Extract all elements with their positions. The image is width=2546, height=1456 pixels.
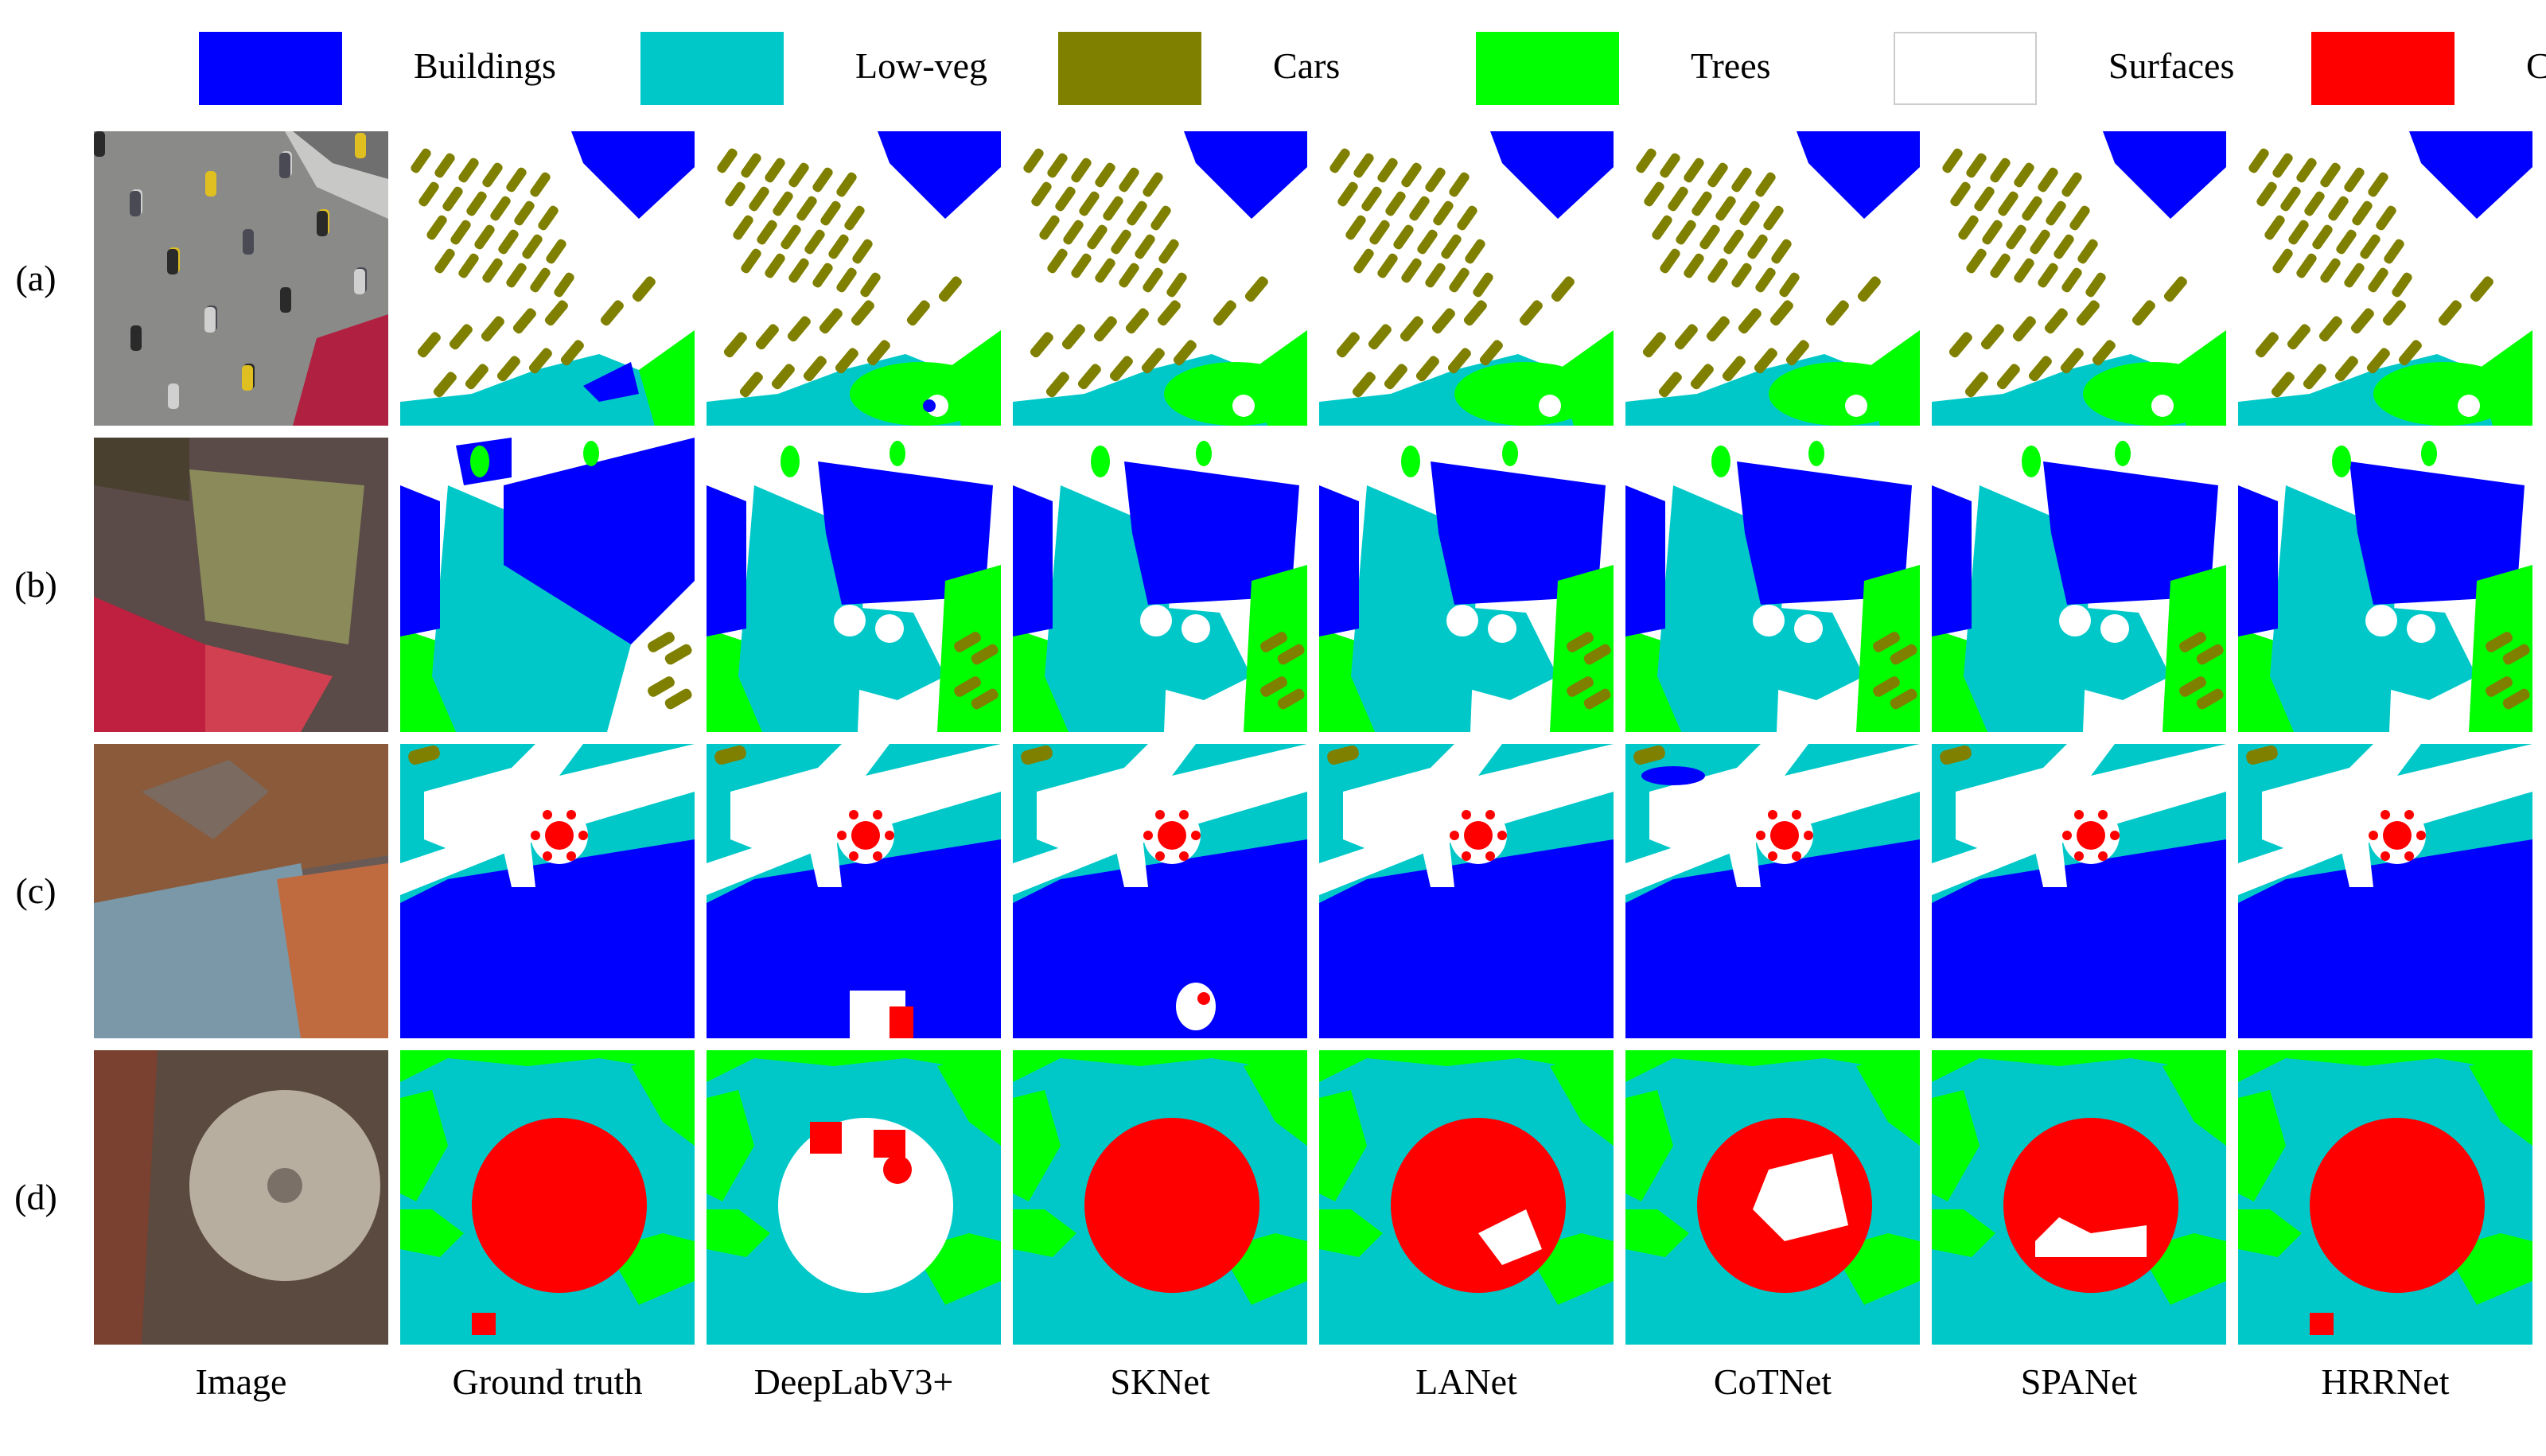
row-label: (d): [14, 1177, 57, 1217]
column-label: LANet: [1415, 1361, 1517, 1402]
segmentation-map: [707, 1050, 1001, 1345]
legend-label: Clutters: [2526, 45, 2546, 86]
segmentation-map: [1319, 744, 1614, 1038]
column-label: DeepLabV3+: [753, 1361, 954, 1402]
segmentation-map: [707, 131, 1001, 426]
segmentation-map: [1013, 131, 1307, 426]
segmentation-map: [1625, 438, 1920, 732]
segmentation-map: [400, 131, 695, 426]
legend-label: Surfaces: [2108, 45, 2235, 86]
segmentation-map: [1932, 744, 2226, 1038]
segmentation-map: [1932, 131, 2226, 426]
segmentation-map: [707, 438, 1001, 732]
row-label: (b): [14, 564, 57, 605]
column-label: SPANet: [2020, 1361, 2138, 1402]
legend: Buildings Low-veg Cars Trees Surfaces Clutter…: [0, 0, 2546, 135]
segmentation-map: [1932, 1050, 2226, 1345]
legend-label: Cars: [1273, 45, 1341, 86]
segmentation-map: [1625, 131, 1920, 426]
legend-label: Low-veg: [855, 45, 988, 86]
segmentation-map: [2238, 131, 2532, 426]
segmentation-map: [1319, 438, 1614, 732]
segmentation-map: [400, 438, 695, 732]
column-label: HRRNet: [2321, 1361, 2450, 1402]
legend-swatch: [1476, 32, 1619, 105]
segmentation-map: [2238, 744, 2532, 1038]
legend-label: Trees: [1691, 45, 1771, 86]
column-label: Image: [195, 1361, 287, 1402]
segmentation-map: [400, 744, 695, 1038]
segmentation-map: [1013, 1050, 1307, 1345]
segmentation-map: [1625, 744, 1920, 1038]
segmentation-map: [400, 1050, 695, 1345]
column-label: CoTNet: [1713, 1361, 1832, 1402]
segmentation-map: [1625, 1050, 1920, 1345]
column-label: Ground truth: [452, 1361, 643, 1402]
legend-swatch: [2311, 32, 2455, 105]
segmentation-map: [707, 744, 1001, 1038]
segmentation-map: [2238, 1050, 2532, 1345]
input-image: [94, 1050, 388, 1345]
segmentation-map: [2238, 438, 2532, 732]
legend-swatch: [1058, 32, 1201, 105]
row-label: (a): [15, 258, 56, 298]
segmentation-map: [1319, 1050, 1614, 1345]
segmentation-map: [1013, 438, 1307, 732]
segmentation-map: [1319, 131, 1614, 426]
column-label: SKNet: [1110, 1361, 1210, 1402]
segmentation-map: [1932, 438, 2226, 732]
legend-swatch: [1894, 32, 2037, 105]
segmentation-map: [1013, 744, 1307, 1038]
legend-swatch: [199, 32, 342, 105]
row-label: (c): [15, 870, 56, 911]
legend-swatch: [640, 32, 784, 105]
input-image: [94, 438, 388, 732]
legend-label: Buildings: [414, 45, 556, 86]
input-image: [94, 744, 388, 1038]
input-image: [94, 131, 388, 426]
